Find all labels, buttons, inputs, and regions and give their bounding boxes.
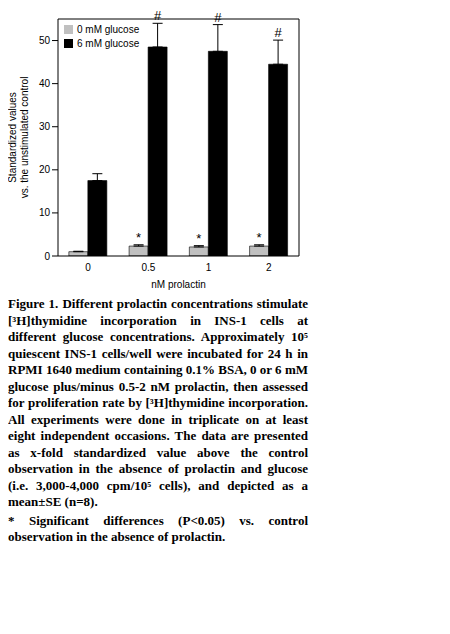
svg-text:10: 10 bbox=[39, 207, 51, 218]
svg-text:*: * bbox=[136, 230, 141, 245]
svg-text:Standardized valuesvs. the uns: Standardized valuesvs. the unstimulated … bbox=[8, 77, 30, 199]
svg-text:*: * bbox=[257, 230, 262, 245]
svg-text:40: 40 bbox=[39, 78, 51, 89]
svg-text:*: * bbox=[196, 231, 201, 246]
svg-text:#: # bbox=[214, 10, 222, 25]
svg-text:#: # bbox=[274, 25, 282, 40]
svg-text:20: 20 bbox=[39, 164, 51, 175]
html-text:0 mM glucose: 0 mM glucose bbox=[77, 24, 140, 35]
html-text:Figure 1. Different prolactin: Figure 1. Different prolactin concentrat… bbox=[8, 296, 308, 509]
html-text:* Significant differences (P<0: * Significant differences (P<0.05) vs. c… bbox=[8, 512, 308, 544]
svg-text:0.5: 0.5 bbox=[141, 262, 155, 273]
svg-text:30: 30 bbox=[39, 121, 51, 132]
html-text:6 mM glucose: 6 mM glucose bbox=[77, 38, 140, 49]
svg-text:nM prolactin: nM prolactin bbox=[151, 279, 205, 290]
svg-text:50: 50 bbox=[39, 35, 51, 46]
svg-text:#: # bbox=[154, 8, 162, 23]
svg-text:1: 1 bbox=[206, 262, 212, 273]
svg-text:2: 2 bbox=[266, 262, 272, 273]
svg-text:0: 0 bbox=[85, 262, 91, 273]
svg-text:0: 0 bbox=[44, 251, 50, 262]
